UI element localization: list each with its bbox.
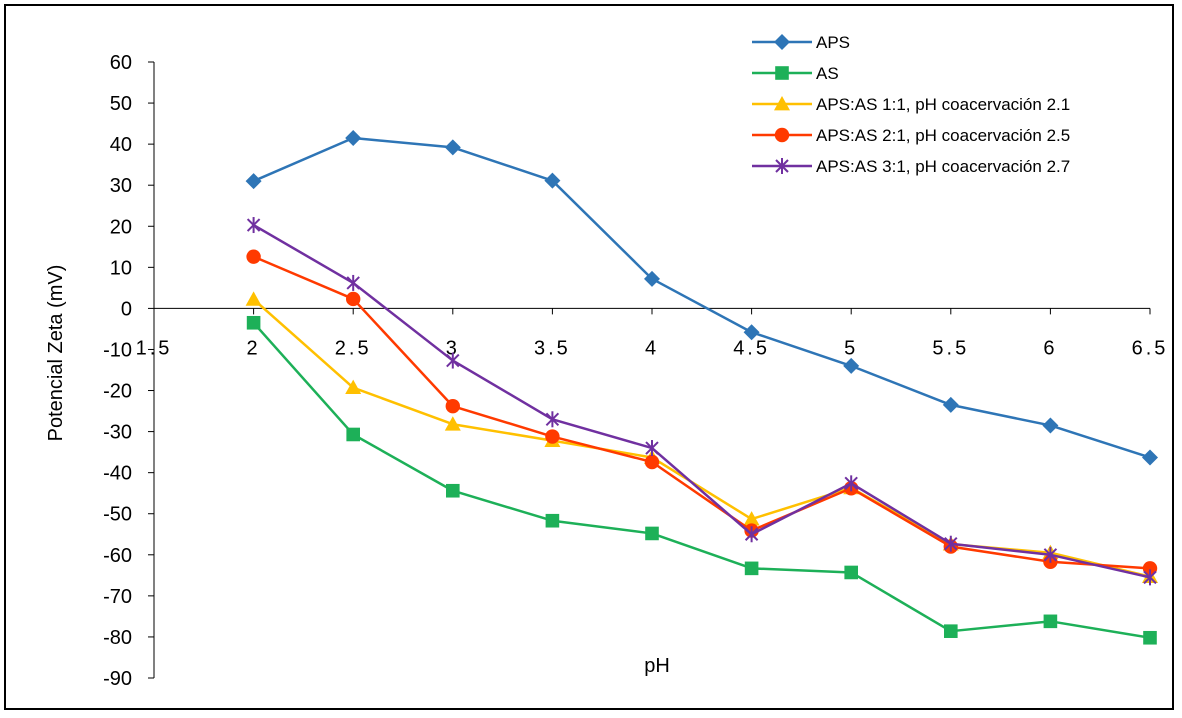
legend: APS AS APS:AS 1:1, pH coacervación 2.1 APS:… [752, 33, 1070, 176]
data-point-square [744, 561, 759, 576]
y-tick-label: 0 [121, 298, 132, 320]
data-point-triangle [774, 96, 790, 111]
data-point-asterisk [545, 411, 560, 428]
x-tick-label: 4 [645, 337, 659, 359]
data-point-circle [774, 127, 790, 143]
legend-entry: APS [752, 33, 850, 52]
data-point-diamond [843, 357, 860, 374]
y-tick-label: 20 [110, 216, 132, 238]
y-tick-label: -90 [103, 668, 132, 690]
chart-frame [4, 4, 1174, 710]
data-point-asterisk [775, 158, 789, 174]
data-point-circle [1142, 561, 1158, 576]
series-line [252, 223, 1151, 579]
legend-entry: APS:AS 1:1, pH coacervación 2.1 [752, 95, 1070, 114]
x-tick-label: 5 [844, 337, 858, 359]
y-tick-label: 50 [110, 93, 132, 115]
data-point-square [844, 565, 858, 580]
series-line [253, 255, 1151, 570]
y-tick-label: -30 [103, 422, 132, 444]
data-point-circle [445, 398, 460, 414]
data-point-asterisk [944, 535, 958, 552]
data-point-asterisk [246, 217, 261, 234]
data-point-diamond [345, 129, 362, 146]
legend-entry: APS:AS 2:1, pH coacervación 2.5 [752, 126, 1070, 145]
data-point-square [346, 427, 360, 442]
data-point-asterisk [1043, 546, 1058, 563]
x-tick-label: 4.5 [733, 337, 770, 359]
y-tick-label: -80 [103, 627, 132, 649]
y-tick-label: 10 [110, 257, 132, 279]
series-4 [246, 249, 1158, 576]
y-tick-label: -40 [103, 463, 132, 485]
series-3 [245, 291, 1158, 583]
data-point-circle [346, 291, 361, 307]
legend-label: APS:AS 2:1, pH coacervación 2.5 [816, 126, 1070, 145]
data-point-circle [545, 429, 560, 444]
y-tick-label: -50 [103, 504, 132, 526]
data-point-square [645, 526, 659, 541]
series-2 [246, 315, 1157, 645]
series-line [252, 298, 1151, 578]
data-point-circle [246, 249, 261, 264]
legend-label: APS [816, 33, 850, 52]
y-axis-title: Potencial Zeta (mV) [45, 265, 67, 442]
data-point-diamond [942, 396, 959, 413]
legend-label: APS:AS 1:1, pH coacervación 2.1 [816, 95, 1070, 114]
x-tick-label: 6 [1043, 337, 1057, 359]
y-tick-label: -10 [103, 339, 132, 361]
legend-label: AS [816, 64, 839, 83]
data-point-square [246, 315, 261, 330]
data-point-square [775, 66, 789, 80]
series-1 [245, 129, 1158, 466]
data-point-diamond [743, 324, 760, 341]
data-point-asterisk [844, 475, 858, 492]
x-tick-label: 2.5 [335, 337, 372, 359]
data-point-triangle [743, 511, 760, 526]
data-point-diamond [444, 139, 461, 156]
legend-label: APS:AS 3:1, pH coacervación 2.7 [816, 157, 1070, 176]
data-point-triangle [245, 291, 262, 306]
series-layer [245, 129, 1158, 645]
x-tick-label: 1.5 [136, 337, 173, 359]
data-point-circle [644, 454, 660, 470]
data-point-asterisk [645, 440, 659, 457]
data-point-diamond [245, 173, 262, 190]
x-tick-label: 6.5 [1132, 337, 1169, 359]
data-point-asterisk [446, 352, 460, 369]
data-point-asterisk [346, 274, 360, 291]
y-tick-label: -60 [103, 545, 132, 567]
data-point-diamond [544, 172, 561, 189]
x-tick-label: 3.5 [534, 337, 571, 359]
data-point-square [446, 483, 460, 498]
data-point-diamond [644, 270, 660, 287]
series-line [252, 321, 1151, 639]
data-point-triangle [345, 379, 362, 395]
y-tick-label: -70 [103, 586, 132, 608]
x-tick-label: 3 [446, 337, 460, 359]
data-point-square [545, 513, 560, 528]
x-tick-label: 2 [247, 337, 261, 359]
series-line [253, 136, 1151, 459]
data-point-diamond [1142, 449, 1158, 466]
axes: 60 50 40 30 20 10 0 -10 -20 -30 -40 -50 -60 -70 -80 -90… [103, 52, 1169, 690]
legend-entry: AS [752, 64, 839, 83]
y-tick-label: -20 [103, 381, 132, 403]
data-point-asterisk [1143, 569, 1157, 586]
legend-entry: APS:AS 3:1, pH coacervación 2.7 [752, 157, 1070, 176]
y-tick-label: 30 [110, 175, 132, 197]
data-point-diamond [774, 34, 790, 50]
data-point-triangle [444, 416, 461, 431]
data-point-asterisk [744, 526, 759, 543]
y-tick-label: 40 [110, 134, 132, 156]
y-tick-label: 60 [110, 52, 132, 74]
data-point-diamond [1042, 417, 1059, 434]
x-axis-title: pH [644, 655, 670, 677]
x-tick-label: 5.5 [932, 337, 969, 359]
data-point-square [1143, 630, 1157, 645]
series-5 [246, 217, 1157, 586]
data-point-square [1043, 614, 1058, 629]
data-point-square [944, 624, 958, 638]
